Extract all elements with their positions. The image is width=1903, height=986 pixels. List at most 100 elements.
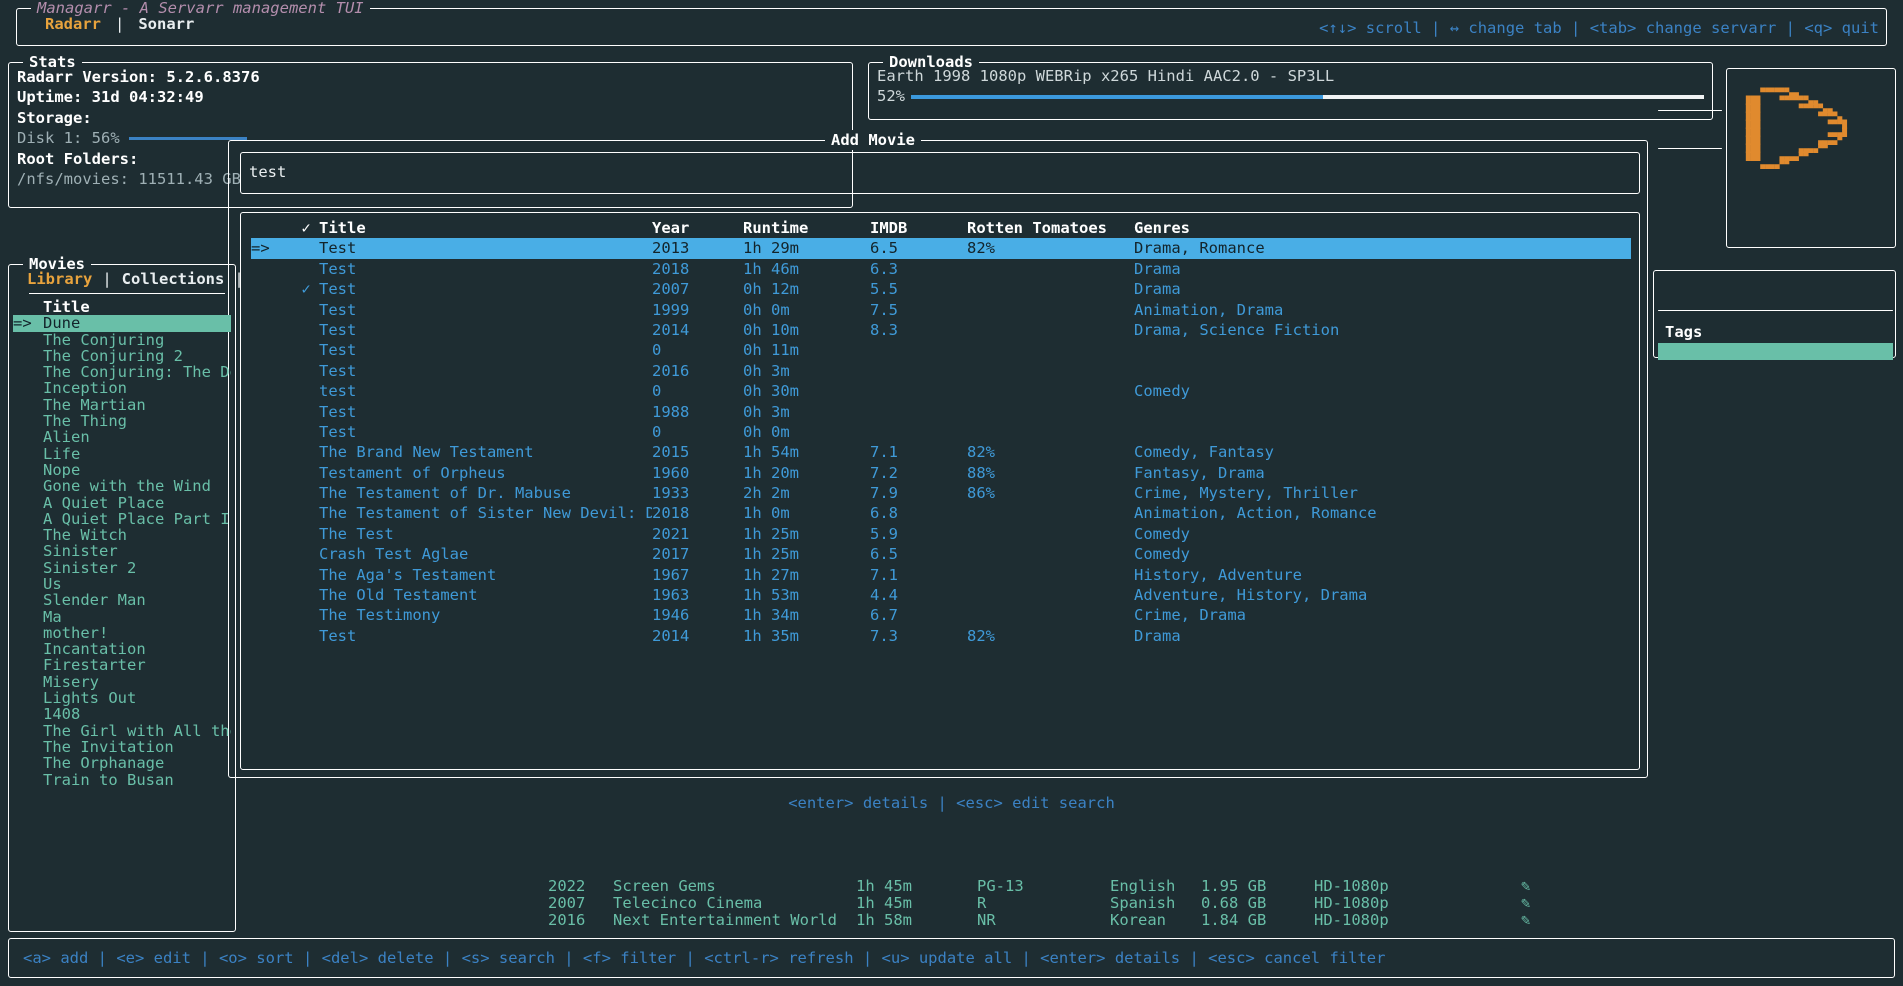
list-item[interactable]: The Invitation: [13, 738, 231, 756]
list-item[interactable]: Sinister 2: [13, 559, 231, 577]
list-item[interactable]: Alien: [13, 428, 231, 446]
table-row[interactable]: The Testimony 1946 1h 34m 6.7 Crime, Drama: [251, 605, 1631, 625]
table-row[interactable]: The Old Testament 1963 1h 53m 4.4 Adventure,…: [251, 585, 1631, 605]
list-item[interactable]: The Martian: [13, 396, 231, 414]
table-row[interactable]: ✓ Test 2007 0h 12m 5.5 Drama: [251, 279, 1631, 299]
table-row[interactable]: Test 0 0h 11m: [251, 340, 1631, 360]
movie-detail-row[interactable]: 2016 Next Entertainment World 1h 58m NR Kore…: [548, 910, 1551, 930]
cell-runtime: 1h 34m: [743, 606, 799, 625]
list-item[interactable]: Sinister: [13, 542, 231, 560]
list-item-label: The Thing: [43, 412, 127, 431]
cell-title: Test: [319, 300, 357, 319]
table-row[interactable]: The Testament of Dr. Mabuse 1933 2h 2m 7.9 8…: [251, 483, 1631, 503]
disk-label: Disk 1:: [17, 129, 83, 148]
tab-radarr[interactable]: Radarr: [45, 15, 101, 33]
search-input[interactable]: test: [249, 163, 287, 181]
cell-imdb: 6.7: [870, 606, 898, 625]
cell-genres: Drama: [1134, 259, 1181, 278]
list-item[interactable]: The Girl with All the: [13, 722, 231, 740]
table-row[interactable]: Test 0 0h 0m: [251, 422, 1631, 442]
stats-panel-title: Stats: [23, 52, 82, 72]
list-item[interactable]: Lights Out: [13, 689, 231, 707]
table-row[interactable]: Test 2014 0h 10m 8.3 Drama, Science Fiction: [251, 320, 1631, 340]
cell-title: Test: [319, 422, 357, 441]
cell-year: 1946: [652, 606, 690, 625]
cell-runtime: 1h 0m: [743, 504, 790, 523]
table-row[interactable]: Test 2018 1h 46m 6.3 Drama: [251, 259, 1631, 279]
movie-detail-row[interactable]: 2022 Screen Gems 1h 45m PG-13 English 1.95 GB…: [548, 876, 1551, 896]
table-row[interactable]: The Brand New Testament 2015 1h 54m 7.1 82% C…: [251, 442, 1631, 462]
list-item[interactable]: => Dune: [13, 314, 231, 332]
table-row[interactable]: The Testament of Sister New Devil: Depar…: [251, 503, 1631, 523]
table-row[interactable]: test 0 0h 30m Comedy: [251, 381, 1631, 401]
pencil-icon: ✎: [1521, 894, 1531, 912]
list-item-label: Gone with the Wind: [43, 477, 211, 496]
list-item[interactable]: Life: [13, 445, 231, 463]
cell-imdb: 5.9: [870, 524, 898, 543]
list-item[interactable]: A Quiet Place: [13, 494, 231, 512]
cell-year: 2018: [652, 259, 690, 278]
table-row[interactable]: Testament of Orpheus 1960 1h 20m 7.2 88% Fant…: [251, 463, 1631, 483]
movies-list-header: Title: [13, 298, 231, 316]
table-row[interactable]: Test 2016 0h 3m: [251, 361, 1631, 381]
list-item-label: A Quiet Place Part II: [43, 509, 231, 528]
list-item[interactable]: Train to Busan: [13, 771, 231, 789]
list-item[interactable]: The Orphanage: [13, 754, 231, 772]
list-item[interactable]: Nope: [13, 460, 231, 479]
table-row[interactable]: Test 2014 1h 35m 7.3 82% Drama: [251, 626, 1631, 646]
list-item[interactable]: Incantation: [13, 640, 231, 658]
tab-library[interactable]: Library: [27, 270, 93, 288]
tag-chip[interactable]: [1658, 343, 1893, 360]
list-item[interactable]: A Quiet Place Part II: [13, 509, 231, 528]
column-header: Runtime: [743, 219, 809, 237]
add-movie-search-box[interactable]: test: [240, 152, 1640, 194]
list-item[interactable]: Gone with the Wind: [13, 477, 231, 496]
downloads-body: Earth 1998 1080p WEBRip x265 Hindi AAC2.…: [877, 66, 1704, 107]
tab-collections[interactable]: Collections: [121, 270, 225, 288]
cell-title: Test: [319, 361, 357, 380]
cell-rotten-tomatoes: 82%: [967, 626, 995, 645]
list-item-label: The Conjuring: The De: [43, 363, 231, 382]
row-selection-arrow: =>: [251, 239, 270, 258]
cell-title: Test: [319, 259, 357, 278]
list-item[interactable]: The Conjuring 2: [13, 347, 231, 365]
cell-runtime: 2h 2m: [743, 484, 790, 503]
list-item[interactable]: Inception: [13, 379, 231, 397]
tab-sonarr[interactable]: Sonarr: [138, 15, 195, 33]
cell-title: Test: [319, 341, 357, 360]
table-row[interactable]: => Test 2013 1h 29m 6.5 82% Drama, Romance: [251, 238, 1631, 259]
cell-title: Test: [319, 239, 357, 258]
list-item[interactable]: The Thing: [13, 412, 231, 431]
add-movie-panel-title: Add Movie: [825, 130, 921, 150]
movie-detail-row[interactable]: 2007 Telecinco Cinema 1h 45m R Spanish 0.68 G…: [548, 893, 1551, 913]
cell-year: 2017: [652, 545, 690, 564]
table-row[interactable]: Crash Test Aglae 2017 1h 25m 6.5 Comedy: [251, 544, 1631, 564]
list-item[interactable]: The Conjuring: The De: [13, 363, 231, 382]
list-item[interactable]: Ma: [13, 608, 231, 626]
table-row[interactable]: Test 1999 0h 0m 7.5 Animation, Drama: [251, 300, 1631, 320]
list-item[interactable]: Misery: [13, 673, 231, 691]
list-item-label: Nope: [43, 460, 81, 479]
table-row[interactable]: The Test 2021 1h 25m 5.9 Comedy: [251, 524, 1631, 544]
add-movie-results-table[interactable]: ✓ Title Year Runtime IMDB Rotten Tomatoes Genr…: [240, 212, 1640, 770]
root-folders-row: Root Folders:: [17, 149, 846, 169]
list-item[interactable]: mother!: [13, 624, 231, 642]
list-item-label: The Conjuring: [43, 330, 165, 349]
table-row[interactable]: The Aga's Testament 1967 1h 27m 7.1 History,…: [251, 565, 1631, 585]
list-item[interactable]: Us: [13, 575, 231, 593]
cell-runtime: 0h 30m: [743, 382, 799, 401]
cell-runtime: 1h 20m: [743, 463, 799, 482]
cell-runtime: 0h 3m: [743, 402, 790, 421]
cell-title: The Old Testament: [319, 586, 478, 605]
detail-runtime: 1h 45m: [856, 894, 912, 912]
list-item[interactable]: The Witch: [13, 526, 231, 544]
detail-language: Korean: [1110, 911, 1166, 929]
list-item[interactable]: Firestarter: [13, 656, 231, 674]
cell-year: 0: [652, 341, 662, 360]
root-folders-label: Root Folders:: [17, 149, 139, 168]
list-item[interactable]: The Conjuring: [13, 330, 231, 349]
list-item[interactable]: Slender Man: [13, 591, 231, 609]
table-row[interactable]: Test 1988 0h 3m: [251, 402, 1631, 422]
list-item[interactable]: 1408: [13, 705, 231, 723]
